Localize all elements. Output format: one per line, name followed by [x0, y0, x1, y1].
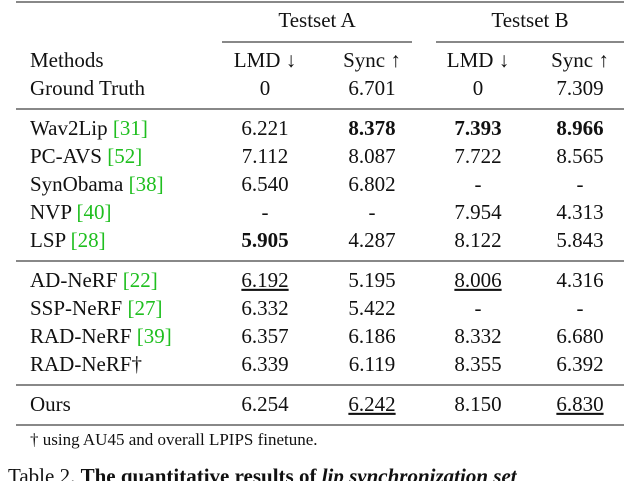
method: Wav2Lip	[30, 116, 108, 140]
cell: -	[577, 296, 584, 320]
group-header: Testset A	[278, 8, 356, 32]
cell: 0	[260, 76, 271, 100]
method: Ground Truth	[30, 76, 145, 100]
method-name: AD-NeRF [22]	[30, 268, 158, 292]
column-header: LMD ↓	[234, 48, 296, 72]
cell: 7.393	[454, 116, 501, 140]
cell: 5.422	[348, 296, 395, 320]
cell: 6.701	[348, 76, 395, 100]
caption-label: Table 2.	[8, 464, 75, 481]
method-name: SSP-NeRF [27]	[30, 296, 162, 320]
cell: 7.309	[556, 76, 603, 100]
citation: [39]	[137, 324, 172, 348]
cell: 4.316	[556, 268, 603, 292]
citation: [40]	[76, 200, 111, 224]
cell: 6.119	[349, 352, 395, 376]
cell: 6.357	[241, 324, 288, 348]
cell: -	[475, 296, 482, 320]
citation: [28]	[71, 228, 106, 252]
cell: 4.313	[556, 200, 603, 224]
footnote: † using AU45 and overall LPIPS finetune.	[30, 430, 318, 449]
column-header: Sync ↑	[551, 48, 609, 72]
cell: 8.966	[556, 116, 603, 140]
method: SynObama	[30, 172, 124, 196]
cell: 6.254	[241, 392, 289, 416]
cell: 4.287	[348, 228, 395, 252]
group-header: Testset B	[491, 8, 568, 32]
caption: Table 2. The quantitative results of lip…	[8, 464, 518, 481]
cell: -	[475, 172, 482, 196]
cell: 7.112	[242, 144, 288, 168]
cell: -	[369, 200, 376, 224]
cell: 7.722	[454, 144, 501, 168]
cell: 6.830	[556, 392, 603, 416]
cell: 8.565	[556, 144, 603, 168]
caption-text: The quantitative results of	[81, 464, 318, 481]
method: RAD-NeRF	[30, 324, 132, 348]
cell: 6.221	[241, 116, 288, 140]
method: RAD-NeRF†	[30, 352, 142, 376]
citation: [52]	[107, 144, 142, 168]
method-name: PC-AVS [52]	[30, 144, 142, 168]
column-header: Sync ↑	[343, 48, 401, 72]
method: LSP	[30, 228, 66, 252]
cell: 6.242	[348, 392, 395, 416]
cell: 8.378	[348, 116, 395, 140]
method-name: LSP [28]	[30, 228, 106, 252]
cell: 0	[473, 76, 484, 100]
method-name: NVP [40]	[30, 200, 111, 224]
cell: 6.332	[241, 296, 288, 320]
citation: [22]	[123, 268, 158, 292]
cell: 6.186	[348, 324, 395, 348]
cell: 6.392	[556, 352, 603, 376]
cell: 6.192	[241, 268, 288, 292]
cell: 7.954	[454, 200, 502, 224]
caption-emph: lip synchronization set	[322, 464, 518, 481]
citation: [27]	[127, 296, 162, 320]
cell: 5.843	[556, 228, 603, 252]
cell: 8.355	[454, 352, 501, 376]
cell: -	[577, 172, 584, 196]
method-name: RAD-NeRF [39]	[30, 324, 172, 348]
method: Ours	[30, 392, 71, 416]
cell: 8.087	[348, 144, 395, 168]
cell: -	[262, 200, 269, 224]
method-name: Wav2Lip [31]	[30, 116, 148, 140]
citation: [38]	[129, 172, 164, 196]
cell: 6.802	[348, 172, 395, 196]
column-header: LMD ↓	[447, 48, 509, 72]
cell: 8.122	[454, 228, 501, 252]
cell: 8.006	[454, 268, 501, 292]
method-name: RAD-NeRF†	[30, 352, 142, 376]
column-header: Methods	[30, 48, 104, 72]
cell: 5.195	[348, 268, 395, 292]
method-name: Ground Truth	[30, 76, 145, 100]
cell: 6.339	[241, 352, 288, 376]
method: PC-AVS	[30, 144, 102, 168]
cell: 8.150	[454, 392, 501, 416]
citation: [31]	[113, 116, 148, 140]
method: NVP	[30, 200, 71, 224]
method-name: SynObama [38]	[30, 172, 164, 196]
method: SSP-NeRF	[30, 296, 122, 320]
cell: 6.680	[556, 324, 603, 348]
method-name: Ours	[30, 392, 71, 416]
cell: 8.332	[454, 324, 501, 348]
cell: 5.905	[241, 228, 288, 252]
cell: 6.540	[241, 172, 288, 196]
method: AD-NeRF	[30, 268, 118, 292]
